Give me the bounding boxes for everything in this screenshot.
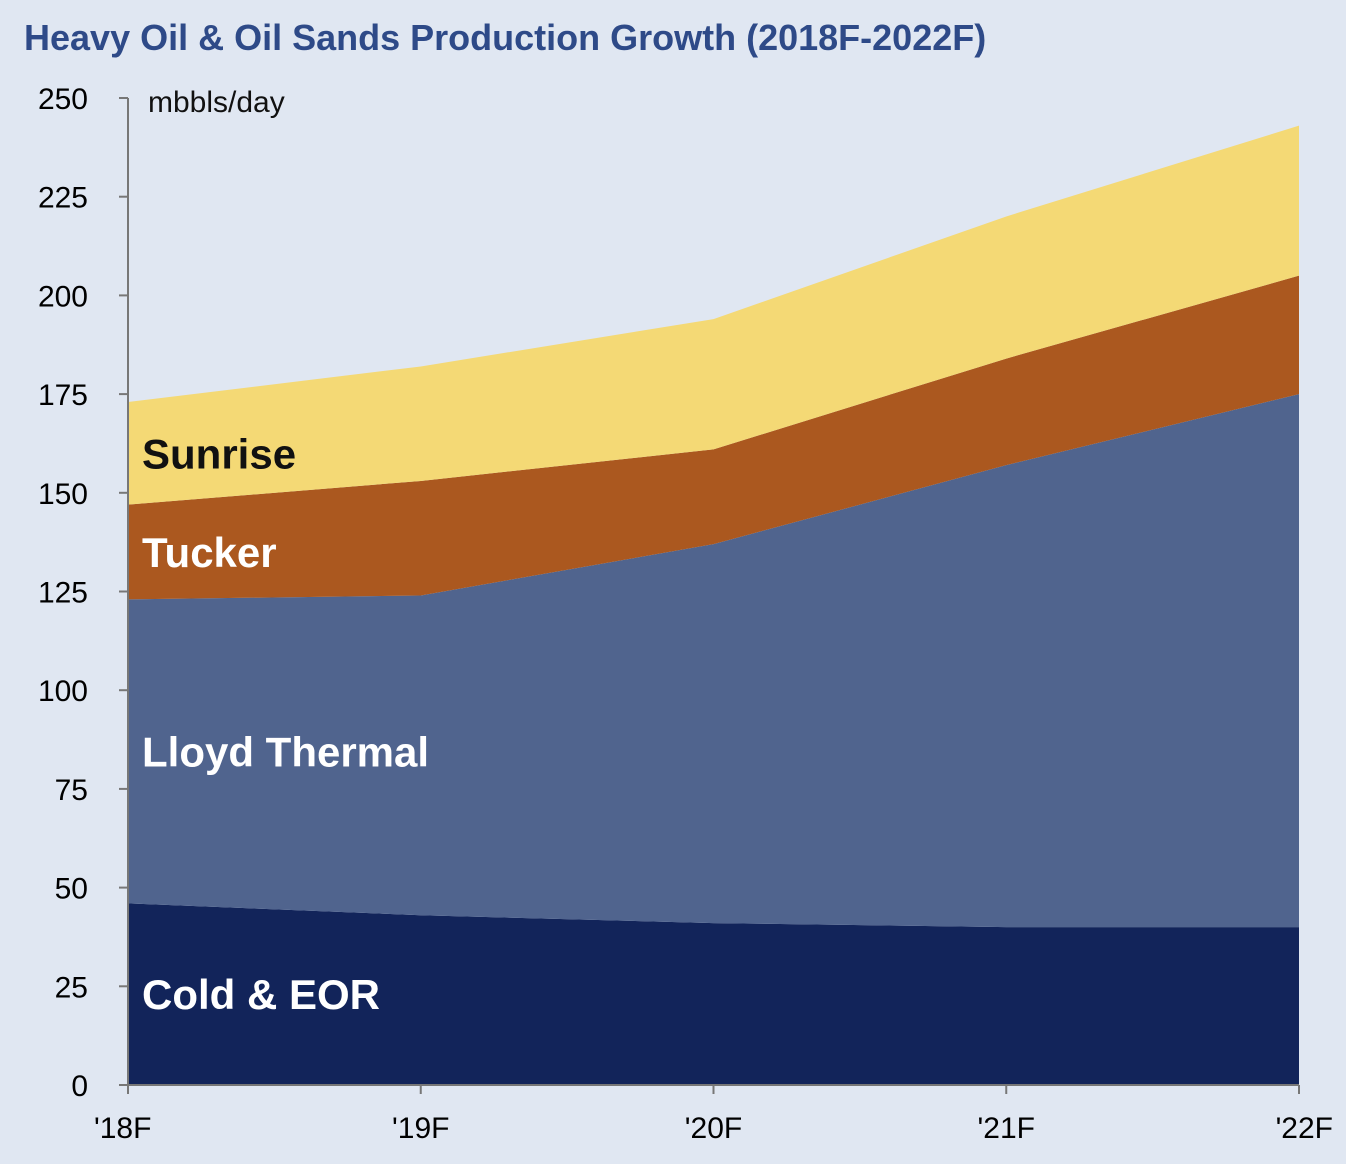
y-tick-label: 250 [38,83,88,116]
area-cold-eor [128,903,1299,1085]
y-tick-label: 50 [55,873,88,906]
y-tick-label: 150 [38,478,88,511]
x-tick-label: '18F [94,1112,151,1145]
y-tick-label: 75 [55,774,88,807]
area-lloyd-thermal [128,394,1299,928]
y-tick-label: 200 [38,280,88,313]
chart-title: Heavy Oil & Oil Sands Production Growth … [24,17,986,58]
y-tick-label: 125 [38,577,88,610]
y-tick-label: 175 [38,379,88,412]
unit-label: mbbls/day [148,86,285,119]
series-label-tucker: Tucker [142,529,277,576]
x-tick-label: '22F [1276,1112,1333,1145]
series-label-lloyd-thermal: Lloyd Thermal [142,728,429,775]
series-labels: Cold & EOR Lloyd Thermal Tucker Sunrise [142,430,429,1018]
x-tick-label: '21F [978,1112,1035,1145]
series-label-cold-eor: Cold & EOR [142,971,380,1018]
x-tick-label: '20F [685,1112,742,1145]
y-tick-label: 100 [38,675,88,708]
area-tucker [128,275,1299,600]
y-tick-label: 225 [38,182,88,215]
y-tick-label: 0 [71,1070,88,1103]
series-label-sunrise: Sunrise [142,430,296,477]
y-tick-label: 25 [55,971,88,1004]
stacked-areas [128,125,1299,1085]
axes: 0 25 50 75 100 125 150 175 200 225 250 '18F '19F '20F… [38,83,1333,1145]
x-tick-label: '19F [392,1112,449,1145]
area-sunrise [128,125,1299,505]
